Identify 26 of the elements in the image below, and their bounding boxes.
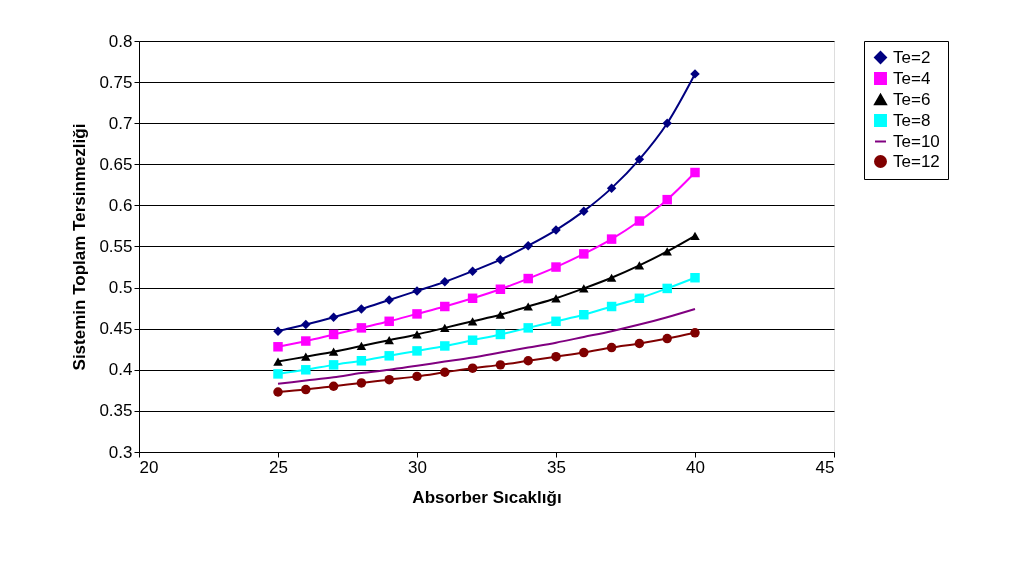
legend-label: Te=10 <box>893 131 940 151</box>
y-tick-label: 0.7 <box>108 113 133 133</box>
y-tick-label: 0.55 <box>99 237 133 256</box>
y-axis-title: Sistemin Toplam Tersinmezliği <box>70 123 90 371</box>
x-tick-label: 40 <box>686 457 705 477</box>
x-axis-title: Absorber Sıcaklığı <box>412 487 562 507</box>
line-series <box>277 307 696 385</box>
y-tick-label: 0.5 <box>108 278 133 298</box>
y-tick-label: 0.45 <box>99 319 133 339</box>
y-tick-label: 0.35 <box>99 401 133 421</box>
y-tick-label: 0.4 <box>108 360 133 380</box>
x-tick-label: 45 <box>815 457 835 477</box>
y-tick-label: 0.65 <box>99 154 133 174</box>
legend-label: Te=4 <box>893 68 931 88</box>
x-tick-label: 20 <box>139 457 159 477</box>
x-tick-label: 25 <box>269 457 288 477</box>
y-tick-label: 0.3 <box>108 442 133 462</box>
legend-label: Te=2 <box>893 47 931 67</box>
x-tick-label: 35 <box>547 457 566 477</box>
y-tick-label: 0.6 <box>108 195 133 215</box>
y-tick-label: 0.8 <box>108 31 133 51</box>
legend-label: Te=12 <box>893 151 940 171</box>
legend-label: Te=8 <box>893 110 931 130</box>
legend-label: Te=6 <box>893 89 931 109</box>
y-tick-label: 0.75 <box>99 72 133 92</box>
x-tick-label: 30 <box>408 457 427 477</box>
